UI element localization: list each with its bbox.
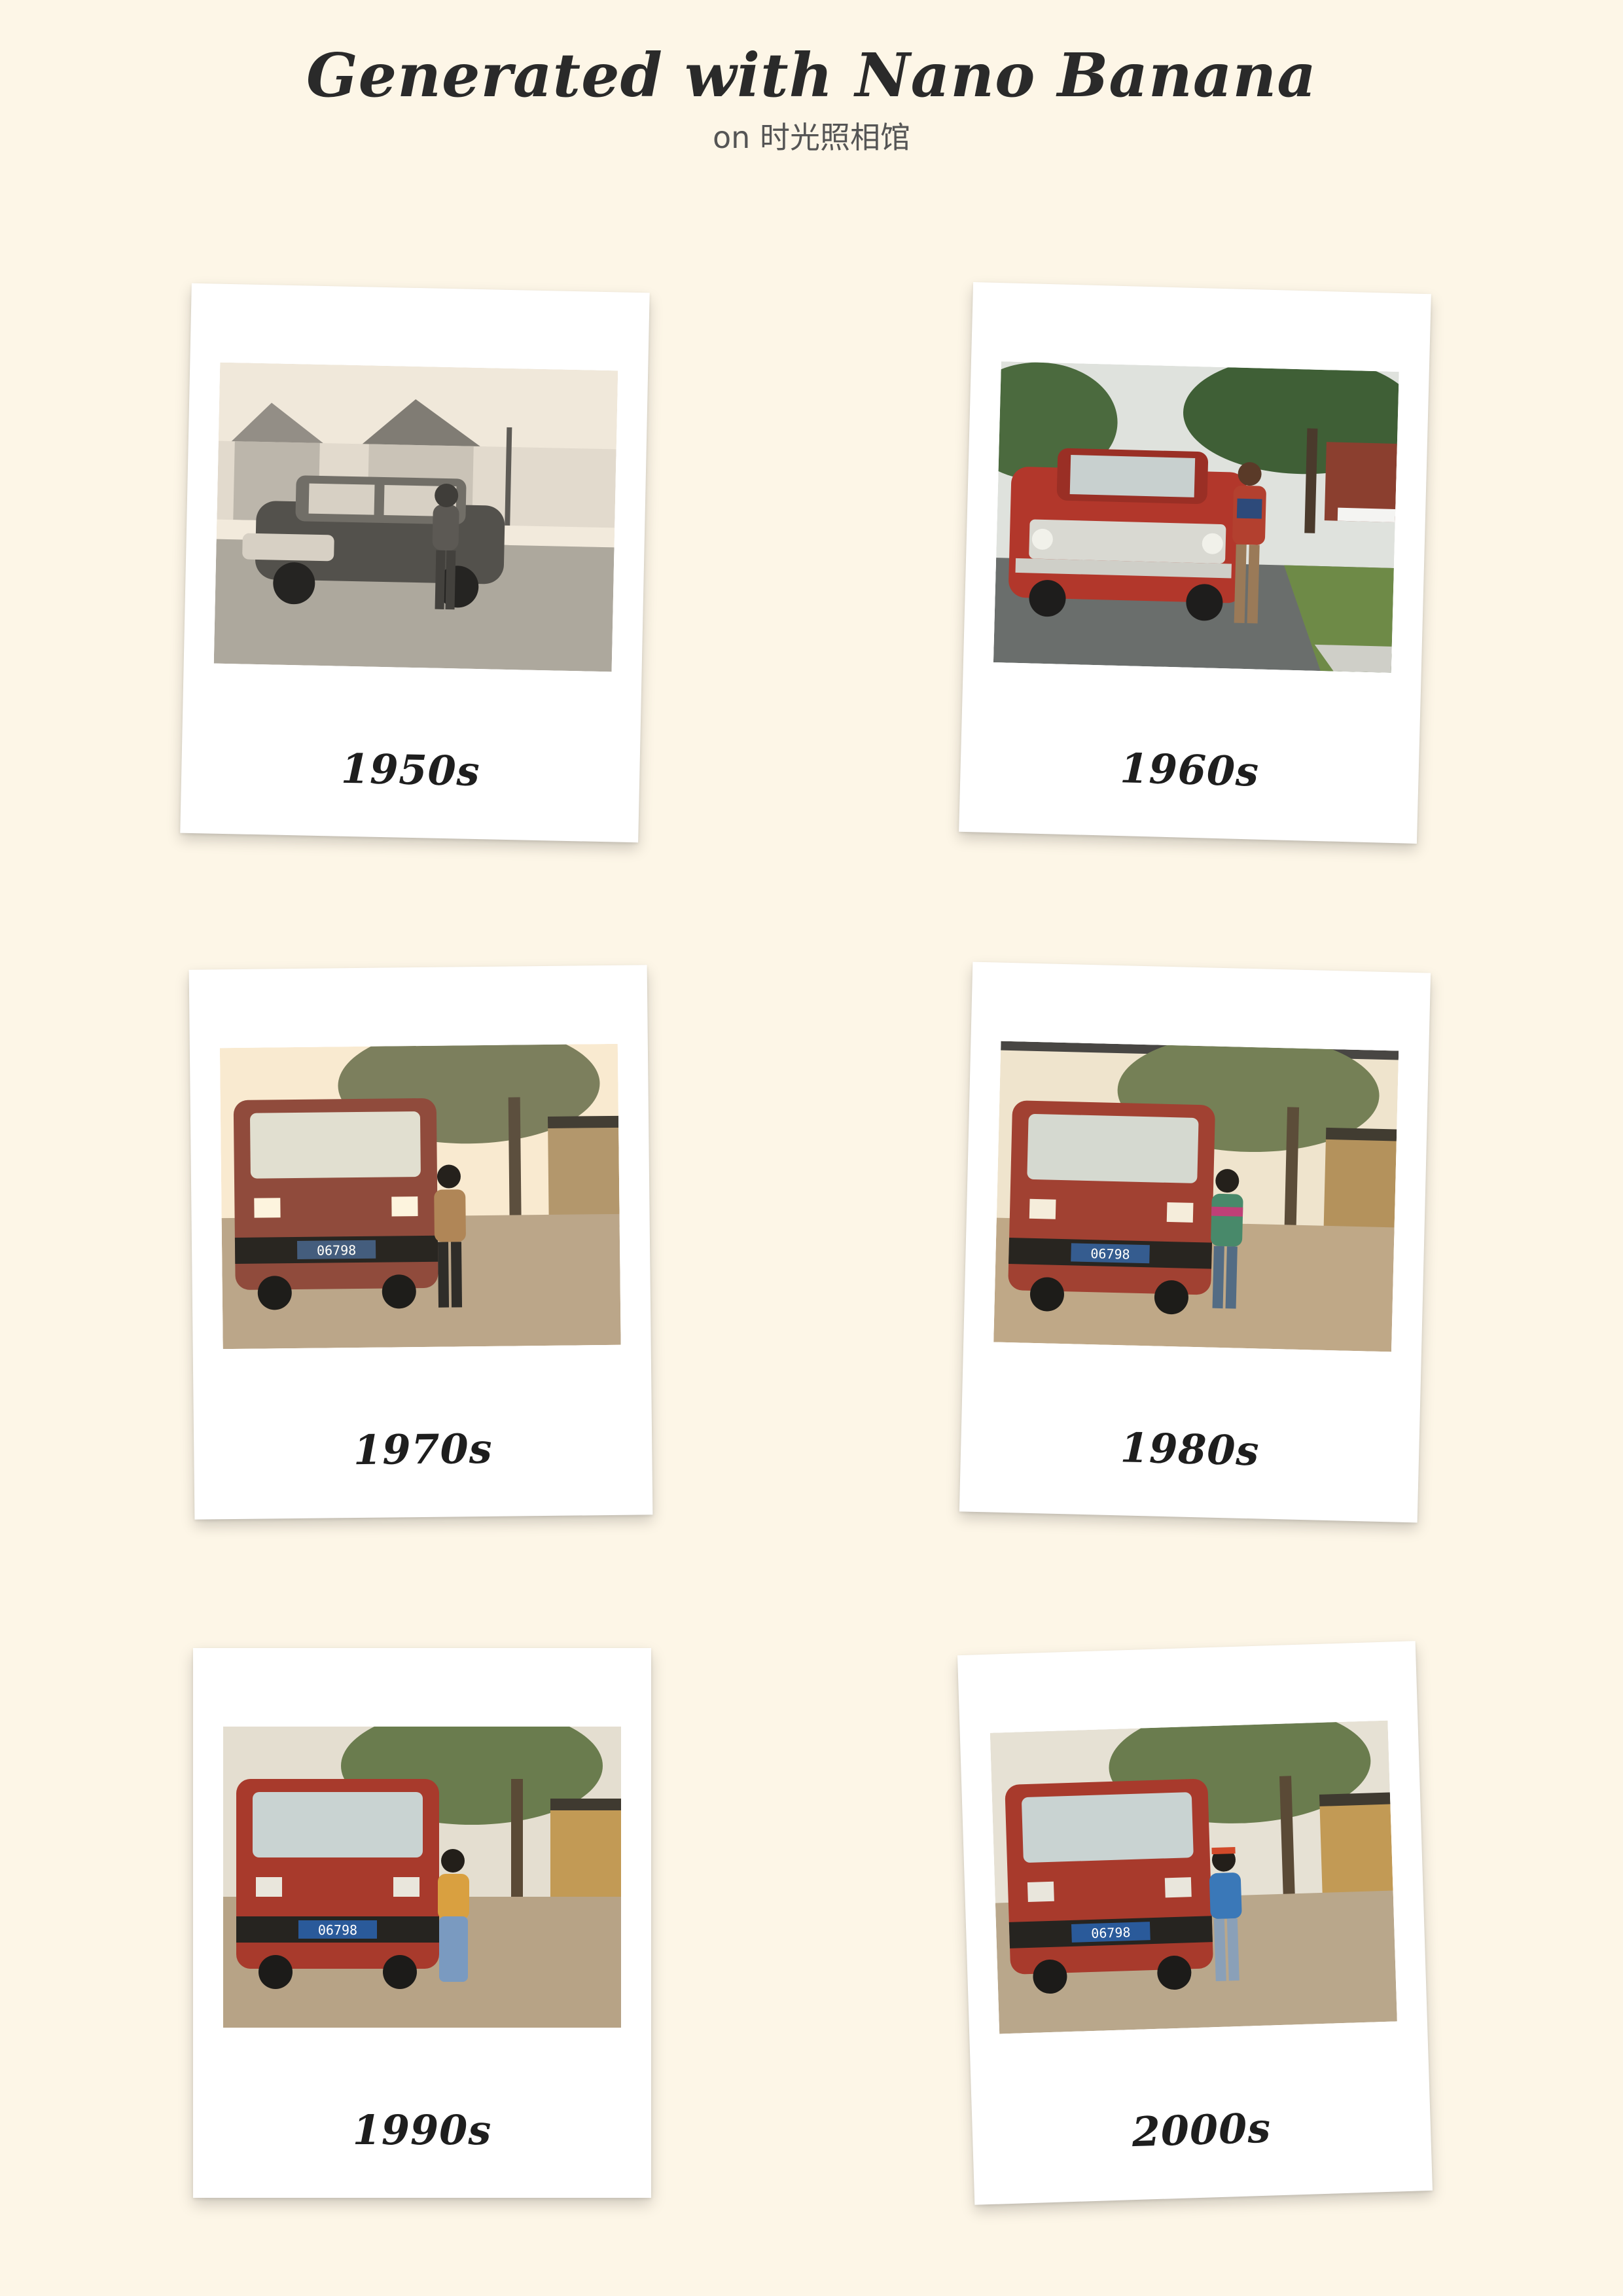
- polaroid-card-1990s: 06798 1990s: [193, 1648, 651, 2198]
- page-title: Generated with Nano Banana: [306, 40, 1317, 111]
- photo-1950s-illustration: [213, 362, 618, 672]
- polaroid-card-2000s: 06798 2000s: [957, 1641, 1433, 2205]
- caption-1980s: 1980s: [1120, 1424, 1260, 1475]
- polaroid-card-1970s: 06798 1970s: [188, 965, 653, 1520]
- license-plate-1980s: 06798: [1090, 1246, 1130, 1262]
- photo-1990s-illustration: 06798: [223, 1727, 621, 2028]
- license-plate-2000s: 06798: [1091, 1924, 1131, 1941]
- caption-1960s: 1960s: [1119, 744, 1260, 796]
- caption-1950s: 1950s: [340, 744, 481, 796]
- photo-1990s: 06798: [223, 1727, 621, 2028]
- photo-1970s: 06798: [219, 1043, 621, 1350]
- license-plate-1970s: 06798: [317, 1242, 356, 1259]
- photo-1960s-illustration: [993, 361, 1399, 673]
- photo-1950s: [213, 362, 618, 672]
- photo-1960s: [993, 361, 1399, 673]
- photo-1970s-illustration: 06798: [219, 1043, 621, 1350]
- polaroid-card-1950s: 1950s: [180, 283, 650, 843]
- page-subtitle: on 时光照相馆: [713, 120, 910, 156]
- photo-2000s: 06798: [990, 1720, 1397, 2034]
- caption-1970s: 1970s: [353, 1424, 493, 1475]
- photo-1980s: 06798: [993, 1041, 1399, 1352]
- polaroid-card-1960s: 1960s: [959, 281, 1431, 844]
- polaroid-card-1980s: 06798 1980s: [959, 961, 1431, 1523]
- caption-1990s: 1990s: [352, 2106, 492, 2154]
- caption-2000s: 2000s: [1131, 2104, 1272, 2157]
- photo-2000s-illustration: 06798: [990, 1720, 1397, 2034]
- photo-1980s-illustration: 06798: [993, 1041, 1399, 1352]
- page-header: Generated with Nano Banana on 时光照相馆: [0, 39, 1623, 157]
- license-plate-1990s: 06798: [318, 1922, 357, 1938]
